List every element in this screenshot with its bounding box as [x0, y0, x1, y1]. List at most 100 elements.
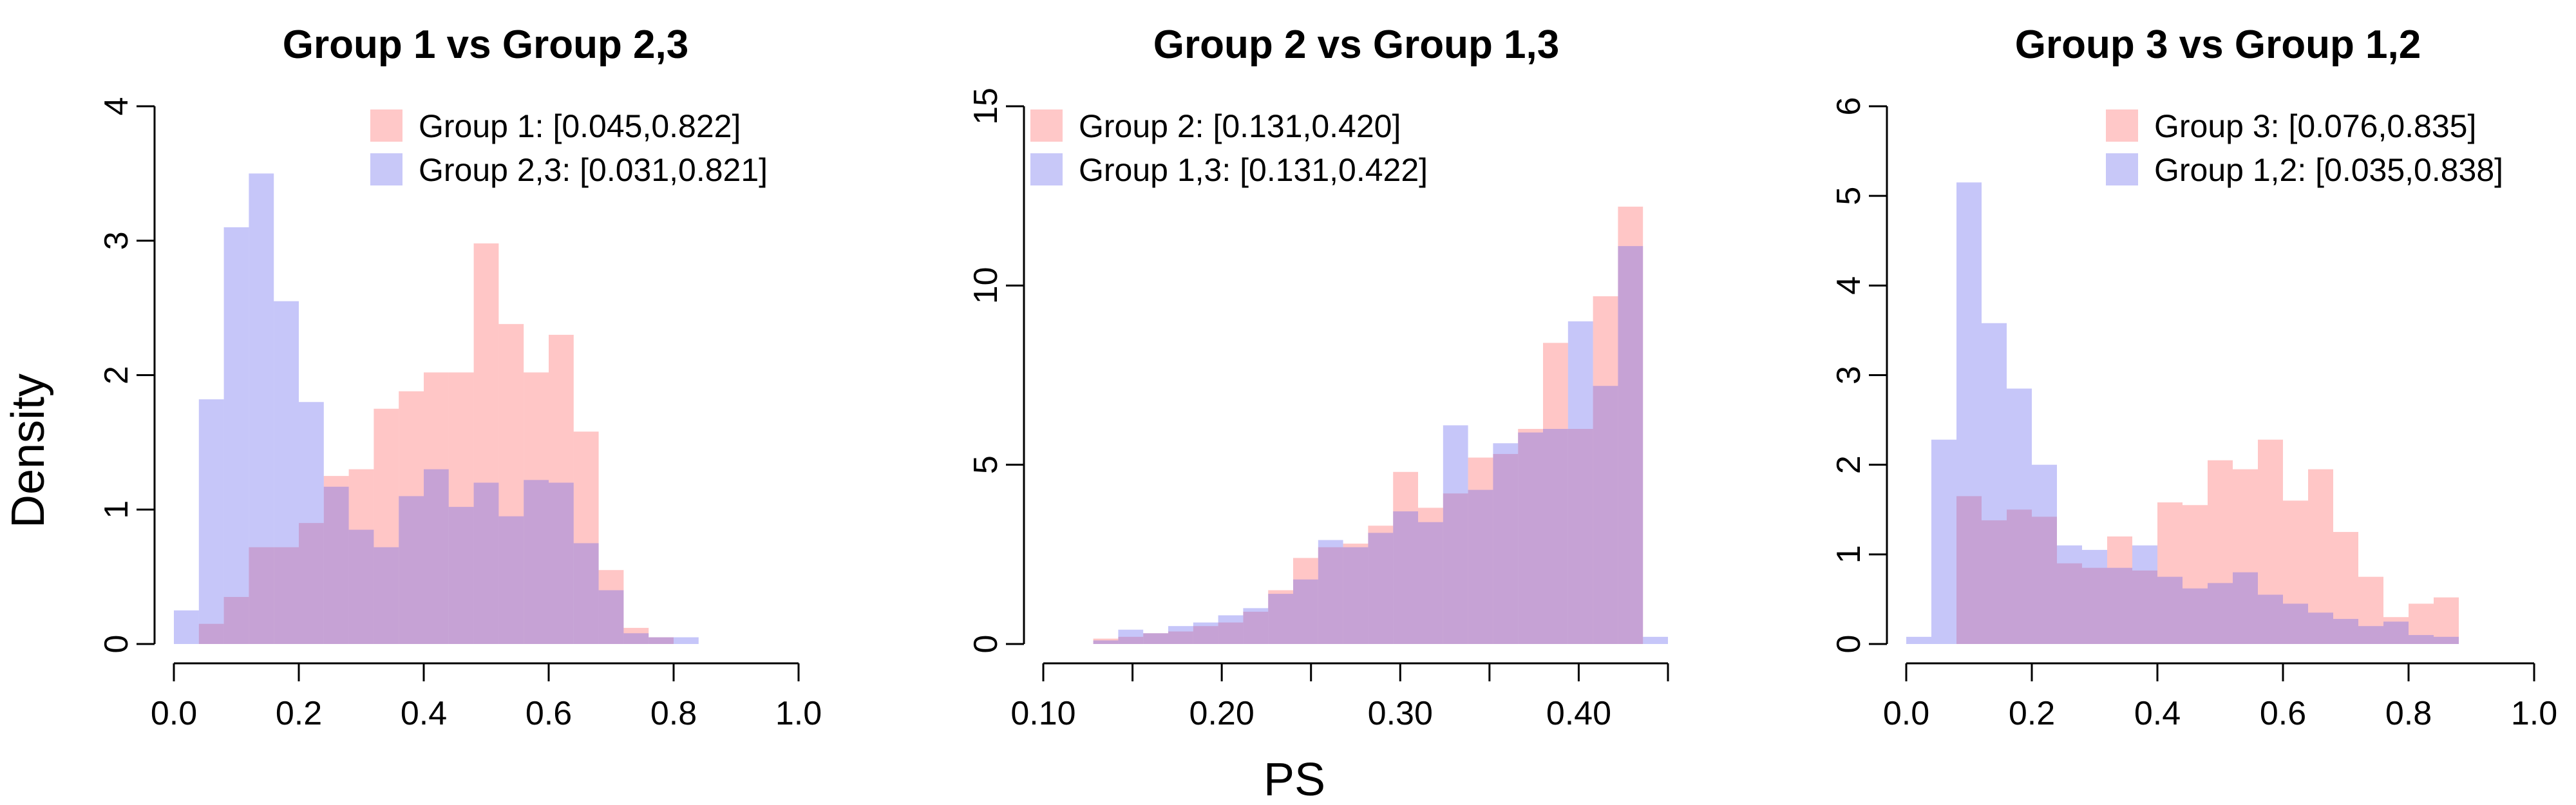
- panel-2-series-1-bar-2: [1093, 638, 1119, 644]
- panel-3-series-1-bar-9: [2132, 570, 2157, 644]
- panel-2-series-2-bar-15: [1418, 522, 1443, 644]
- panel-3-series-2-bar-6: [2057, 545, 2082, 644]
- panel-3-x-tick-label-2: 0.4: [2134, 695, 2181, 732]
- panel-1-bars: [174, 173, 699, 644]
- panel-3-series-2-bar-18: [2358, 626, 2383, 644]
- panel-2-series-1-bar-10: [1293, 558, 1318, 644]
- panel-1-x-tick-label-2: 0.4: [401, 695, 447, 732]
- panel-2-series-1-bar-3: [1118, 636, 1144, 644]
- panel-3-title: Group 3 vs Group 1,2: [2015, 23, 2421, 67]
- panel-3-series-1-bar-14: [2258, 439, 2283, 644]
- x-axis-label: PS: [1264, 754, 1325, 805]
- panel-3-series-2-bar-0: [1906, 636, 1931, 644]
- panel-3-series-2-bar-20: [2409, 635, 2434, 644]
- panel-1-series-2-bar-20: [674, 637, 699, 644]
- panel-2-series-2-bar-20: [1543, 429, 1568, 644]
- panel-3-series-1-bar-20: [2409, 603, 2434, 644]
- panel-3-legend-label-1: Group 3: [0.076,0.835]: [2154, 108, 2476, 144]
- panel-3-series-1-bar-11: [2183, 505, 2208, 644]
- panel-3-series-1-bar-16: [2308, 469, 2333, 644]
- panel-3-y-tick-label-0: 0: [1830, 635, 1868, 654]
- panel-2-series-2-bar-2: [1093, 640, 1119, 644]
- panel-2-series-2-bar-23: [1618, 246, 1643, 645]
- panel-2-series-2-bar-12: [1343, 547, 1368, 644]
- panel-3-y-tick-label-6: 6: [1830, 97, 1868, 116]
- panel-1-series-2-bar-16: [573, 543, 599, 644]
- panel-1-series-1-bar-16: [573, 431, 599, 644]
- panel-2-series-2-bar-5: [1168, 626, 1193, 644]
- panel-1-legend: Group 1: [0.045,0.822] Group 2,3: [0.031,…: [370, 108, 768, 188]
- panel-2: Group 2 vs Group 1,3 0.10 0.20 0.30 0.40 0 5 1…: [967, 23, 1669, 732]
- panel-3-series-1-bar-13: [2233, 469, 2258, 644]
- panel-2-series-2-bar-13: [1368, 533, 1394, 644]
- panel-1-series-1-bar-6: [323, 476, 349, 644]
- panel-1-series-1-bar-10: [424, 372, 449, 644]
- panel-1-series-1-bar-5: [299, 523, 324, 644]
- panel-2-legend-swatch-1: [1030, 109, 1063, 142]
- panel-2-series-1-bar-9: [1268, 590, 1293, 644]
- panel-1-series-1-bar-17: [598, 570, 624, 644]
- panel-2-series-2-bar-16: [1443, 425, 1468, 644]
- panel-2-series-1-bar-17: [1468, 457, 1493, 644]
- panel-1-series-1-bar-9: [399, 391, 424, 644]
- panel-3-series-2-bar-3: [1982, 323, 2007, 644]
- panel-2-series-1-bar-15: [1418, 507, 1443, 644]
- panel-1-series-2-bar-4: [274, 301, 299, 644]
- panel-1-series-2-bar-3: [249, 173, 274, 644]
- panel-1-series-2-bar-2: [223, 227, 249, 644]
- panel-3-series-2-bar-10: [2157, 576, 2183, 644]
- panel-1-series-2-bar-7: [348, 529, 374, 644]
- panel-3-series-1-bar-3: [1982, 520, 2007, 644]
- panel-1-series-1-bar-18: [623, 627, 649, 644]
- panel-3-y-tick-label-3: 3: [1830, 366, 1868, 384]
- panel-2-x-tick-label-2: 0.20: [1189, 695, 1255, 732]
- panel-1-series-2-bar-12: [473, 482, 499, 644]
- panel-3-series-1-bar-17: [2333, 532, 2358, 644]
- panel-3-series-2-bar-2: [1956, 182, 1982, 645]
- panel-1-series-2-bar-17: [598, 590, 624, 644]
- panel-3-series-1-bar-21: [2434, 597, 2459, 644]
- panel-2-series-1-bar-7: [1218, 622, 1244, 644]
- panel-1-series-1-bar-19: [649, 637, 674, 644]
- panel-3-series-2-bar-5: [2032, 464, 2057, 644]
- panel-2-series-1-bar-22: [1593, 296, 1618, 644]
- panel-1-y-tick-label-3: 3: [98, 231, 135, 250]
- panel-2-series-2-bar-19: [1518, 432, 1543, 644]
- panel-1-legend-label-2: Group 2,3: [0.031,0.821]: [419, 152, 768, 188]
- panel-3-series-1-bar-15: [2283, 500, 2308, 644]
- panel-1-legend-swatch-2: [370, 153, 402, 185]
- panel-1-series-2-bar-11: [448, 507, 474, 644]
- panel-3: Group 3 vs Group 1,2 0.0 0.2 0.4 0.6 0.8 1.00…: [1830, 23, 2557, 732]
- panel-3-series-2-bar-4: [2007, 388, 2032, 644]
- panel-2-series-2-bar-10: [1293, 579, 1318, 644]
- panel-2-series-1-bar-14: [1393, 471, 1418, 644]
- panel-1-series-1-bar-1: [198, 623, 224, 644]
- panel-3-y-tick-label-1: 1: [1830, 545, 1868, 564]
- panel-3-series-1-bar-12: [2208, 460, 2233, 644]
- panel-3-series-2-bar-16: [2308, 612, 2333, 644]
- panel-2-series-1-bar-5: [1168, 631, 1193, 644]
- panel-1-series-1-bar-4: [274, 547, 299, 644]
- panel-2-legend-label-1: Group 2: [0.131,0.420]: [1079, 108, 1401, 144]
- y-axis-label: Density: [3, 374, 54, 528]
- panel-3-x-tick-label-4: 0.8: [2385, 695, 2432, 732]
- panel-1-series-2-bar-15: [549, 482, 574, 644]
- panel-3-y-tick-label-2: 2: [1830, 455, 1868, 474]
- panel-1-axes: 0.0 0.2 0.4 0.6 0.8 1.0 0 1 2 3 4: [98, 97, 822, 732]
- panel-1-y-tick-label-4: 4: [98, 97, 135, 116]
- panel-1-series-2-bar-14: [524, 480, 549, 644]
- panel-2-series-2-bar-22: [1593, 386, 1618, 644]
- panel-1-series-1-bar-13: [498, 324, 524, 644]
- panel-2-legend-swatch-2: [1030, 153, 1063, 185]
- panel-1-series-1-bar-8: [374, 408, 399, 644]
- panel-2-x-tick-label-4: 0.30: [1368, 695, 1433, 732]
- panel-2-series-2-bar-3: [1118, 629, 1144, 644]
- panel-1-y-tick-label-1: 1: [98, 500, 135, 519]
- panel-3-series-1-bar-18: [2358, 576, 2383, 644]
- panel-2-series-1-bar-4: [1143, 633, 1168, 644]
- panel-1-series-1-bar-3: [249, 547, 274, 644]
- panel-3-series-1-bar-6: [2057, 563, 2082, 644]
- panel-2-axes: 0.10 0.20 0.30 0.40 0 5 10 15: [967, 88, 1669, 732]
- panel-1-x-tick-label-5: 1.0: [775, 695, 822, 732]
